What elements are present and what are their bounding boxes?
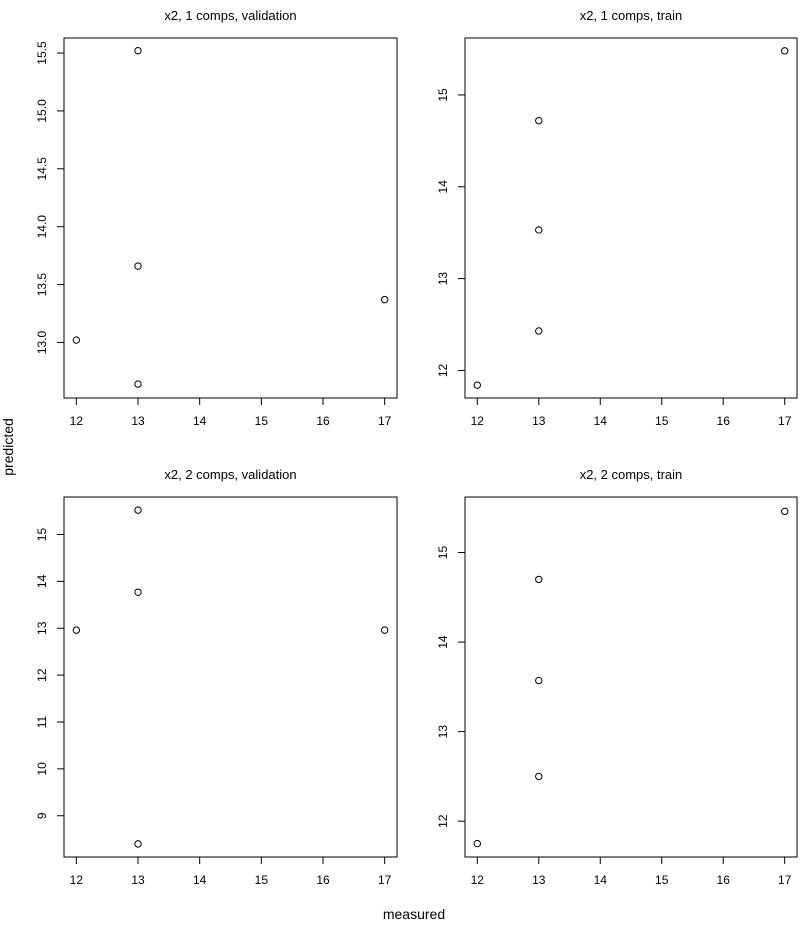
x-tick-label: 12: [70, 414, 84, 428]
x-tick-label: 13: [532, 873, 546, 887]
data-point: [134, 262, 142, 270]
y-tick-label: 12: [436, 814, 450, 828]
data-point: [380, 626, 389, 634]
x-tick-label: 13: [131, 873, 145, 887]
plot-frame: [63, 37, 398, 399]
x-tick-label: 16: [717, 873, 731, 887]
y-tick-label: 13.0: [35, 330, 49, 354]
y-axis-label: predicted: [0, 418, 16, 476]
data-point: [473, 381, 481, 389]
y-tick-label: 14: [436, 180, 450, 194]
y-tick-label: 9: [35, 812, 49, 819]
data-point: [535, 772, 543, 781]
data-point: [535, 226, 543, 234]
panel-title: x2, 2 comps, train: [580, 467, 683, 482]
data-point: [134, 588, 142, 596]
plot-frame: [464, 37, 798, 399]
y-tick-label: 14: [35, 574, 49, 588]
y-tick-label: 12: [35, 668, 49, 682]
data-point: [72, 336, 81, 344]
x-tick-label: 17: [778, 873, 792, 887]
x-tick-label: 15: [655, 873, 669, 887]
data-point: [473, 839, 481, 848]
y-tick-label: 13: [436, 272, 450, 286]
y-tick-label: 14: [436, 635, 450, 649]
x-tick-label: 17: [378, 414, 392, 428]
x-tick-label: 14: [193, 414, 207, 428]
panel-x2-1comps-validation: x2, 1 comps, validation 12 13 14 15 16 17 13.0…: [35, 8, 398, 428]
panel-title: x2, 1 comps, validation: [164, 8, 296, 23]
y-tick-label: 14.0: [35, 215, 49, 239]
data-point: [535, 575, 543, 584]
data-point: [134, 506, 142, 514]
data-point: [134, 47, 142, 55]
y-tick-label: 14.5: [35, 157, 49, 181]
x-tick-label: 16: [717, 414, 731, 428]
y-tick-label: 12: [436, 363, 450, 377]
x-tick-label: 13: [532, 414, 546, 428]
x-tick-label: 14: [594, 873, 608, 887]
y-tick-label: 15.5: [35, 41, 49, 65]
x-tick-label: 15: [255, 414, 269, 428]
x-tick-label: 15: [255, 873, 269, 887]
y-tick-label: 15: [35, 528, 49, 542]
panel-title: x2, 1 comps, train: [580, 8, 683, 23]
data-point: [781, 507, 789, 516]
x-tick-label: 12: [471, 873, 485, 887]
data-point: [134, 380, 142, 388]
data-point: [535, 116, 543, 125]
x-tick-label: 12: [70, 873, 84, 887]
data-point: [380, 295, 389, 304]
y-tick-label: 10: [35, 762, 49, 776]
x-tick-label: 14: [594, 414, 608, 428]
x-tick-label: 12: [471, 414, 485, 428]
y-tick-label: 15: [436, 88, 450, 102]
y-tick-label: 15: [436, 546, 450, 560]
x-tick-label: 14: [193, 873, 207, 887]
y-tick-label: 11: [35, 715, 49, 728]
x-tick-label: 15: [655, 414, 669, 428]
plot-frame: [63, 496, 398, 858]
y-tick-label: 13.5: [35, 273, 49, 297]
plot-frame: [464, 496, 798, 858]
x-tick-label: 16: [316, 414, 330, 428]
data-point: [535, 327, 543, 335]
y-tick-label: 13: [436, 725, 450, 739]
x-tick-label: 17: [378, 873, 392, 887]
data-point: [535, 676, 543, 685]
x-tick-label: 13: [131, 414, 145, 428]
y-tick-label: 13: [35, 621, 49, 635]
x-tick-label: 16: [316, 873, 330, 887]
panel-x2-2comps-validation: x2, 2 comps, validation 12 13 14 15 16 17 9 10 1…: [35, 467, 398, 887]
panel-x2-2comps-train: x2, 2 comps, train 12 13 14 15 16 17 12 13 14 15: [436, 467, 798, 887]
panel-title: x2, 2 comps, validation: [164, 467, 296, 482]
data-point: [72, 626, 81, 634]
panel-x2-1comps-train: x2, 1 comps, train 12 13 14 15 16 17 12 13 14 15: [436, 8, 798, 428]
x-tick-label: 17: [778, 414, 792, 428]
y-tick-label: 15.0: [35, 99, 49, 123]
data-point: [781, 47, 789, 55]
x-axis-label: measured: [383, 906, 445, 922]
data-point: [134, 840, 142, 848]
